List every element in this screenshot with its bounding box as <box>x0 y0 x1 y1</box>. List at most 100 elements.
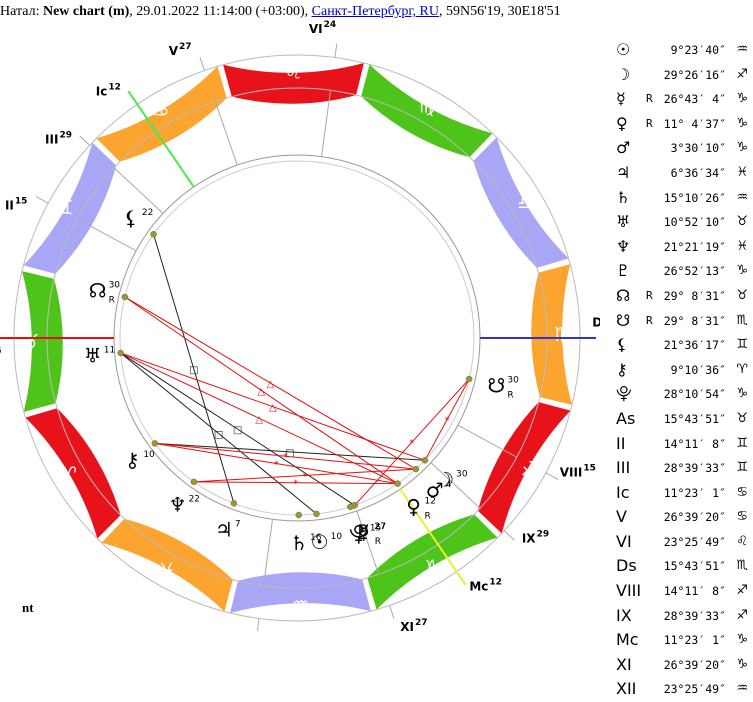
aspect-line <box>154 442 416 470</box>
aspect-marker: △ <box>257 386 265 397</box>
house-8-icon: VIII <box>616 581 642 601</box>
house-tick-xi <box>388 605 395 619</box>
uranus-icon: ♅ <box>616 212 631 232</box>
header-prefix: Натал: <box>0 4 43 19</box>
aspect-marker: * <box>293 479 298 490</box>
house-9-icon: IX <box>616 605 632 625</box>
table-row: ♂ 3°30′10″ ♑ <box>616 136 748 161</box>
mc-icon: Mc <box>616 630 639 650</box>
retrograde-flag <box>646 579 656 604</box>
retrograde-flag: R <box>646 313 653 327</box>
position-value: 9°23′40″ <box>670 43 726 57</box>
sun-dot <box>313 510 320 518</box>
lilith-icon: ⚸ <box>616 335 628 355</box>
retrograde-flag <box>646 210 656 235</box>
north-node-retrograde: R <box>109 295 115 305</box>
table-row: ☉ 9°23′40″ ♒ <box>616 38 748 63</box>
position-value: 3°30′10″ <box>670 141 726 156</box>
table-row: XII 23°25′49″ ♒ <box>616 677 748 702</box>
house-tick-ix <box>503 530 515 541</box>
house-cusp-v <box>214 101 238 166</box>
cancer-icon: ♋ <box>152 97 170 121</box>
house-tick-xii <box>256 618 260 631</box>
aspect-line <box>424 378 470 461</box>
table-row: ♃ 6°36′34″ ♓ <box>616 161 748 186</box>
sign-segment-taurus <box>22 271 63 412</box>
sign-icon: ♉ <box>736 214 748 230</box>
moon-icon: ☽ <box>616 64 631 84</box>
house-label-xi: XI27 <box>400 618 427 631</box>
house-tick-vi <box>334 43 338 58</box>
house-label-v: V27 <box>169 42 192 58</box>
proserpina-degree: 15 <box>370 523 381 533</box>
south-node-icon: ☋ <box>488 374 506 398</box>
libra-icon: ♎ <box>517 190 535 214</box>
saturn-dot <box>295 511 302 519</box>
sign-segment-leo <box>223 63 364 104</box>
house-label-ic: Ic12 <box>96 83 121 99</box>
sign-segment-cancer <box>96 66 227 162</box>
venus-icon: ♀ <box>406 495 421 519</box>
sign-icon: ♋ <box>736 484 748 500</box>
retrograde-flag <box>646 63 656 88</box>
table-row: ⚸ 21°36′17″ ♊ <box>616 333 748 358</box>
table-row: ☽ 29°26′16″ ♐ <box>616 63 748 88</box>
aspect-line <box>120 352 398 485</box>
retrograde-flag <box>646 38 656 63</box>
house-3-icon: III <box>616 458 631 478</box>
house-label-viii: VIII15 <box>560 464 596 480</box>
chiron-icon: ⚷ <box>125 448 140 472</box>
retrograde-flag: R <box>646 116 653 130</box>
sign-segment-sagittarius <box>477 402 571 534</box>
venus-icon: ♀ <box>616 113 628 133</box>
south-node-dot <box>465 375 473 383</box>
aspect-marker: □ <box>285 448 294 459</box>
position-value: 9°10′36″ <box>670 362 726 377</box>
capricorn-icon: ♑ <box>424 555 442 579</box>
house-degree: 12 <box>489 577 502 587</box>
house-5-icon: V <box>616 507 627 527</box>
proserpina-icon: ⯓ <box>616 384 632 404</box>
sign-icon: ♑ <box>736 91 748 107</box>
ds-icon: Ds <box>616 556 637 576</box>
moon-degree: 30 <box>456 470 468 480</box>
sign-segment-scorpio <box>531 264 572 405</box>
retrograde-flag <box>646 677 656 702</box>
neptune-dot <box>190 478 198 486</box>
uranus-dot <box>117 349 124 357</box>
mercury-icon: ☿ <box>616 89 626 109</box>
house-degree: 27 <box>415 618 428 628</box>
aspect-marker: * <box>409 438 414 449</box>
house-cusp-iii <box>113 167 164 214</box>
position-value: 29°26′16″ <box>663 67 726 82</box>
house-degree: 24 <box>324 20 337 30</box>
north-node-icon: ☊ <box>89 278 107 302</box>
position-value: 21°36′17″ <box>663 338 726 353</box>
neptune-icon: ♆ <box>616 236 631 256</box>
jupiter-dot <box>230 500 238 507</box>
gemini-icon: ♊ <box>56 196 74 220</box>
aspect-line <box>120 352 355 506</box>
position-value: 15°43′51″ <box>663 411 726 426</box>
sign-icon: ♉ <box>736 287 748 303</box>
house-tick-viii <box>545 472 559 480</box>
mars-degree: 4 <box>446 480 452 490</box>
venus-retrograde: R <box>425 512 431 522</box>
aspect-line <box>124 296 398 485</box>
retrograde-flag <box>646 653 656 678</box>
mars-icon: ♂ <box>426 478 444 502</box>
taurus-icon: ♉ <box>22 329 40 353</box>
chart-coords: , 59N56'19, 30E18'51 <box>438 4 561 19</box>
sign-icon: ♑ <box>736 632 748 648</box>
table-row: Mc 11°23′ 1″ ♑ <box>616 628 748 653</box>
proserpina-icon: ⯓ <box>349 521 369 545</box>
aspect-marker: □ <box>233 425 242 436</box>
south-node-degree: 30 <box>507 376 519 386</box>
aspect-marker: △ <box>255 414 263 425</box>
house-degree: 29 <box>537 530 550 540</box>
house-label-ds: Ds16 <box>592 314 600 330</box>
place-link[interactable]: Санкт-Петербург, RU <box>311 4 439 19</box>
aspect-line <box>153 234 235 504</box>
mercury-retrograde: R <box>375 537 381 547</box>
chart-header: Натал: New chart (m), 29.01.2022 11:14:0… <box>0 4 561 20</box>
